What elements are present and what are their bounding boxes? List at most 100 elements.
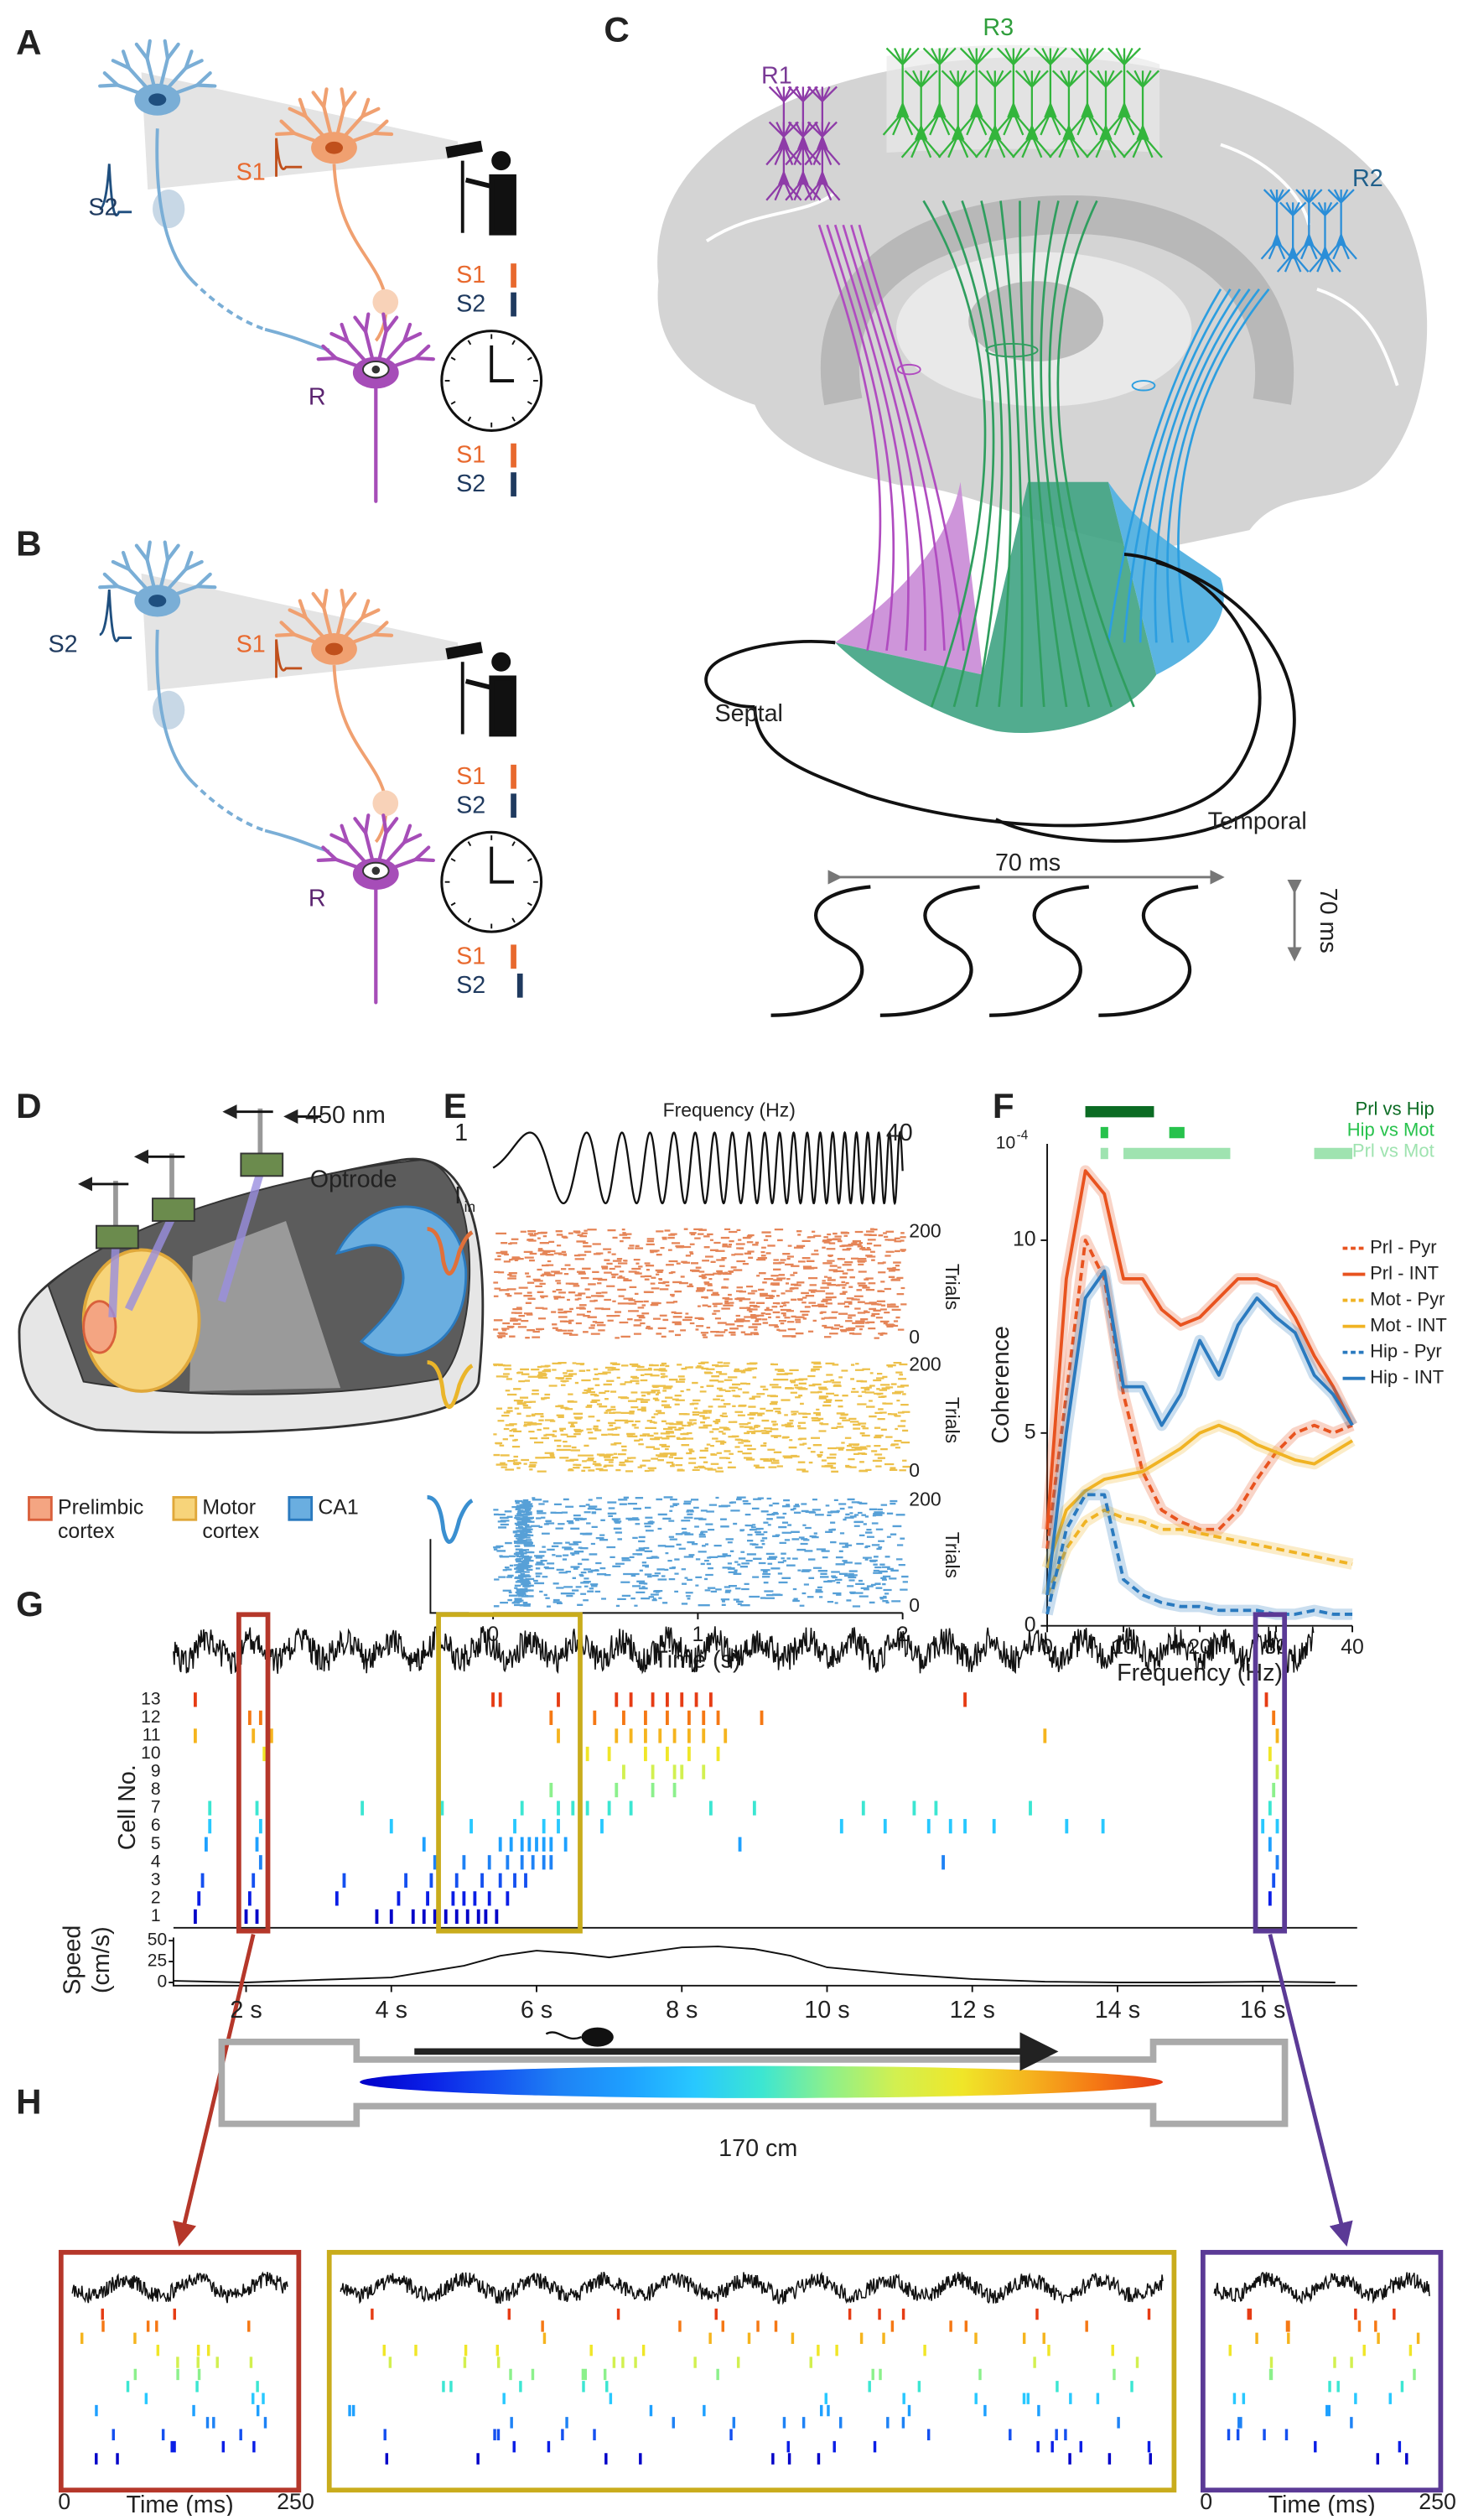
raster-texture bbox=[1237, 2417, 1353, 2429]
dendrite bbox=[274, 131, 297, 137]
dendrite bbox=[353, 817, 368, 835]
order-bar bbox=[511, 793, 516, 818]
nucleus bbox=[148, 595, 167, 607]
sulcus bbox=[705, 191, 837, 242]
raster-texture bbox=[144, 2393, 265, 2404]
dendrite bbox=[353, 315, 368, 334]
raster-texture bbox=[385, 2453, 1152, 2465]
input-sub: in bbox=[464, 1198, 475, 1215]
panel-label: C bbox=[604, 9, 629, 49]
dendrite bbox=[111, 59, 132, 70]
raster-texture bbox=[493, 1496, 909, 1608]
order-label: S1 bbox=[456, 943, 485, 969]
soma bbox=[1081, 101, 1094, 117]
significance-bar bbox=[1314, 1147, 1353, 1160]
dendrite bbox=[279, 119, 297, 136]
dendrite bbox=[381, 813, 388, 835]
tuft bbox=[1050, 47, 1067, 65]
raster-texture bbox=[95, 2404, 260, 2417]
raster-texture bbox=[95, 2453, 119, 2465]
dendrite bbox=[321, 344, 338, 361]
time-label: Time (ms) bbox=[127, 2491, 234, 2516]
input-label: I bbox=[454, 1182, 461, 1209]
fiber-green bbox=[941, 200, 995, 708]
series-line bbox=[1045, 1269, 1354, 1596]
raster-texture bbox=[1232, 2393, 1392, 2404]
cell-tick-label: 12 bbox=[141, 1707, 160, 1727]
wavelength-label: 450 nm bbox=[305, 1102, 386, 1129]
raster-texture bbox=[1376, 2453, 1408, 2465]
order-label: S2 bbox=[456, 291, 485, 318]
dendrite bbox=[340, 588, 346, 610]
scale-bar bbox=[429, 1539, 469, 1614]
fiber-purple bbox=[842, 224, 927, 651]
order-bar bbox=[511, 263, 516, 288]
raster-texture bbox=[541, 2320, 1088, 2332]
raster-texture bbox=[112, 2429, 242, 2440]
tuft bbox=[1033, 47, 1051, 65]
legend-label: Prl - Pyr bbox=[1370, 1236, 1437, 1257]
significance-label: Prl vs Hip bbox=[1356, 1099, 1434, 1120]
x-tick-label: 40 bbox=[1341, 1635, 1364, 1659]
window-box bbox=[236, 1612, 271, 1934]
dendrite bbox=[195, 83, 217, 88]
clock-tick bbox=[527, 356, 532, 361]
tuft bbox=[802, 86, 818, 102]
tuft bbox=[1014, 70, 1033, 88]
fiber-green bbox=[1019, 200, 1045, 708]
body bbox=[464, 174, 516, 236]
raster-texture bbox=[371, 2308, 1151, 2320]
clock-tick bbox=[450, 401, 456, 405]
soma bbox=[952, 123, 965, 140]
tuft bbox=[1142, 70, 1160, 88]
tuft bbox=[1097, 70, 1107, 87]
tuft bbox=[975, 47, 993, 65]
dendrite bbox=[279, 621, 297, 636]
fiber-green bbox=[1056, 200, 1135, 708]
trial-tick: 200 bbox=[909, 1488, 941, 1509]
optrode bbox=[152, 1198, 195, 1222]
view-cone bbox=[141, 72, 458, 190]
dendrite bbox=[195, 71, 212, 87]
soma bbox=[895, 101, 910, 117]
soma bbox=[777, 169, 790, 185]
clock-hands bbox=[490, 345, 515, 382]
trials-label: Trials bbox=[941, 1532, 963, 1578]
fiber-green bbox=[1048, 200, 1113, 708]
hippo-blue bbox=[1107, 481, 1224, 675]
beam bbox=[217, 1172, 264, 1303]
cortex-mid bbox=[189, 1220, 341, 1392]
tuft bbox=[1060, 70, 1070, 87]
tuft bbox=[775, 86, 785, 102]
dendrite bbox=[340, 87, 346, 109]
dendrite bbox=[184, 49, 194, 70]
chirp-title: Frequency (Hz) bbox=[663, 1099, 796, 1121]
tuft bbox=[783, 121, 799, 138]
tuft bbox=[993, 70, 1012, 88]
tuft bbox=[1269, 189, 1279, 203]
bundle-ring bbox=[896, 363, 921, 376]
x-tick-label: 0 bbox=[487, 1623, 499, 1646]
region-label: R3 bbox=[983, 14, 1014, 41]
chirp bbox=[492, 1130, 904, 1206]
dendrite bbox=[298, 97, 308, 118]
axon-orange bbox=[332, 164, 388, 342]
spike-trace bbox=[99, 164, 132, 217]
tuft bbox=[1105, 70, 1123, 88]
legend-label: Motor bbox=[202, 1495, 256, 1519]
speed-label: Speed bbox=[60, 1925, 86, 1995]
soma bbox=[816, 169, 828, 185]
bundle-ring bbox=[985, 343, 1039, 358]
y-tick-label: 0 bbox=[1024, 1613, 1036, 1636]
dendrite bbox=[165, 42, 180, 60]
raster-texture bbox=[1325, 2404, 1331, 2417]
x-tick-label: 1 bbox=[692, 1623, 703, 1646]
x-tick-label: 8 s bbox=[666, 1997, 698, 2024]
soma bbox=[988, 123, 1002, 140]
fiber-purple bbox=[826, 224, 895, 652]
raster-texture bbox=[1269, 2356, 1353, 2368]
fiber-blue bbox=[1166, 288, 1261, 643]
telescope bbox=[445, 140, 483, 158]
y-axis-label: Cell No. bbox=[114, 1764, 141, 1850]
